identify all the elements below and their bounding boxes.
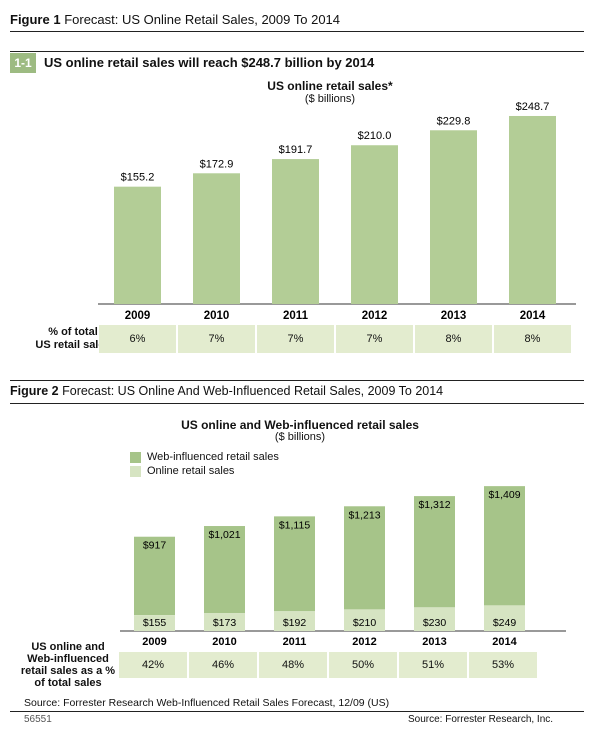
chart2-bar-online-2009 xyxy=(134,615,175,631)
chart1-x-tick-2011: 2011 xyxy=(283,310,309,322)
chart1-x-tick-2014: 2014 xyxy=(520,310,546,322)
subfigure-title: US online retail sales will reach $248.7… xyxy=(44,55,375,70)
chart1-x-tick-2010: 2010 xyxy=(204,310,230,322)
chart1-value-label-2011: $191.7 xyxy=(279,144,313,156)
chart1-pct-cell-5: 8% xyxy=(494,325,571,353)
chart1-value-label-2009: $155.2 xyxy=(121,172,155,184)
chart2-online-value-label-2013: $230 xyxy=(423,617,447,629)
chart2-bar-online-2012 xyxy=(344,609,385,631)
chart2-x-tick-2011: 2011 xyxy=(283,636,307,648)
chart2-x-tick-2009: 2009 xyxy=(142,636,166,648)
figure1-title: Figure 1 Forecast: US Online Retail Sale… xyxy=(10,12,340,27)
legend-online-swatch xyxy=(130,465,141,477)
chart1-bar-2012 xyxy=(351,145,398,304)
source-note: Source: Forrester Research Web-Influence… xyxy=(24,697,390,709)
chart1-value-label-2013: $229.8 xyxy=(437,115,471,127)
figure2-rule xyxy=(10,403,584,404)
chart2-row-label-line2: Web-influenced xyxy=(27,653,109,665)
chart2-bar-web-influenced-2014 xyxy=(484,486,525,606)
chart1-pct-cell-0: 6% xyxy=(99,325,176,353)
source-right: Source: Forrester Research, Inc. xyxy=(408,714,554,725)
chart1-value-label-2010: $172.9 xyxy=(200,158,234,170)
figure2-top-rule xyxy=(10,380,584,381)
chart1-pct-cell-1: 7% xyxy=(178,325,255,353)
chart2-row-label-line3: retail sales as a % xyxy=(20,665,116,677)
chart2-row-label-line4: of total sales xyxy=(34,677,102,689)
legend-web-influenced: Web-influenced retail sales xyxy=(130,451,279,463)
chart2-online-value-label-2014: $249 xyxy=(493,617,517,629)
chart1-bar-2014 xyxy=(509,115,556,304)
chart1-x-tick-2012: 2012 xyxy=(362,310,388,322)
legend-web-influenced-label: Web-influenced retail sales xyxy=(147,451,279,463)
chart2-pct-cell-0: 42% xyxy=(119,652,187,678)
figure2-title: Figure 2 Forecast: US Online And Web-Inf… xyxy=(10,384,443,398)
figure1-title-text: Forecast: US Online Retail Sales, 2009 T… xyxy=(64,12,341,27)
chart1-value-label-2012: $210.0 xyxy=(358,130,392,142)
chart2-online-value-label-2012: $210 xyxy=(353,617,377,629)
figure2-title-text: Forecast: US Online And Web-Influenced R… xyxy=(62,384,444,398)
doc-number: 56551 xyxy=(24,714,52,725)
chart1-row-label: % of total US retail sales xyxy=(28,326,118,352)
chart1-row-label-line1: % of total xyxy=(48,326,98,338)
chart1-x-tick-2013: 2013 xyxy=(441,310,467,322)
chart2-bar-online-2011 xyxy=(274,611,315,631)
chart1-title: US online retail sales* xyxy=(267,79,393,93)
chart2-online-value-label-2010: $173 xyxy=(213,617,237,629)
chart2-web-value-label-2013: $1,312 xyxy=(418,499,450,511)
chart2-pct-cell-2: 48% xyxy=(259,652,327,678)
legend-online-label: Online retail sales xyxy=(147,465,235,477)
chart2-bar-web-influenced-2013 xyxy=(414,496,455,608)
chart2-pct-cell-3: 50% xyxy=(329,652,397,678)
chart2-web-value-label-2009: $917 xyxy=(143,540,167,552)
chart2-x-tick-2014: 2014 xyxy=(492,636,517,648)
legend-web-influenced-swatch xyxy=(130,451,141,463)
chart2-pct-cell-5: 53% xyxy=(469,652,537,678)
chart2-bar-web-influenced-2009 xyxy=(134,536,175,616)
chart2-bar-online-2013 xyxy=(414,607,455,631)
chart1-bar-2010 xyxy=(193,173,240,304)
chart1-bar-2011 xyxy=(272,159,319,304)
chart2-online-value-label-2009: $155 xyxy=(143,617,167,629)
chart2-bar-web-influenced-2011 xyxy=(274,516,315,612)
chart1-value-label-2014: $248.7 xyxy=(516,101,550,113)
chart2-online-value-label-2011: $192 xyxy=(283,617,307,629)
chart2-bar-online-2014 xyxy=(484,605,525,631)
chart2-svg: $917 $155 2009 $1,021 $173 2010 $1,115 $192 2011… xyxy=(120,486,566,648)
chart2-web-value-label-2011: $1,115 xyxy=(279,519,310,531)
chart2-row-label-line1: US online and xyxy=(31,641,105,653)
subfigure-rule xyxy=(10,51,584,52)
legend-online: Online retail sales xyxy=(130,465,234,477)
chart2-x-tick-2010: 2010 xyxy=(212,636,236,648)
chart1-row-label-line2: US retail sales xyxy=(35,339,111,351)
chart2-subtitle: ($ billions) xyxy=(274,431,326,443)
chart2-pct-cell-4: 51% xyxy=(399,652,467,678)
chart1-svg: $155.2 2009 $172.9 2010 $191.7 2011 $210.0 2012… xyxy=(98,101,576,322)
chart1-bar-2013 xyxy=(430,130,477,304)
chart2-pct-cell-1: 46% xyxy=(189,652,257,678)
chart2-x-tick-2013: 2013 xyxy=(422,636,446,648)
chart2-x-tick-2012: 2012 xyxy=(352,636,376,648)
chart1-pct-cell-2: 7% xyxy=(257,325,334,353)
figure1-rule xyxy=(10,31,584,32)
chart2-bar-web-influenced-2010 xyxy=(204,526,245,614)
chart1-bar-2009 xyxy=(114,186,161,304)
chart1-pct-cell-4: 8% xyxy=(415,325,492,353)
chart2-row-label: US online and Web-influenced retail sale… xyxy=(18,641,118,689)
figure2-label: Figure 2 xyxy=(10,384,59,398)
chart2-web-value-label-2014: $1,409 xyxy=(488,489,520,501)
chart2-web-value-label-2010: $1,021 xyxy=(208,529,240,541)
chart1-subtitle: ($ billions) xyxy=(304,93,356,105)
chart2-web-value-label-2012: $1,213 xyxy=(348,509,380,521)
footer-rule xyxy=(10,711,584,712)
chart2-bar-online-2010 xyxy=(204,613,245,631)
chart1-x-tick-2009: 2009 xyxy=(125,310,151,322)
chart2-title: US online and Web-influenced retail sale… xyxy=(181,418,419,432)
chart2-bar-web-influenced-2012 xyxy=(344,506,385,610)
figure1-label: Figure 1 xyxy=(10,12,61,27)
subfigure-badge: 1-1 xyxy=(10,53,36,73)
chart1-pct-cell-3: 7% xyxy=(336,325,413,353)
